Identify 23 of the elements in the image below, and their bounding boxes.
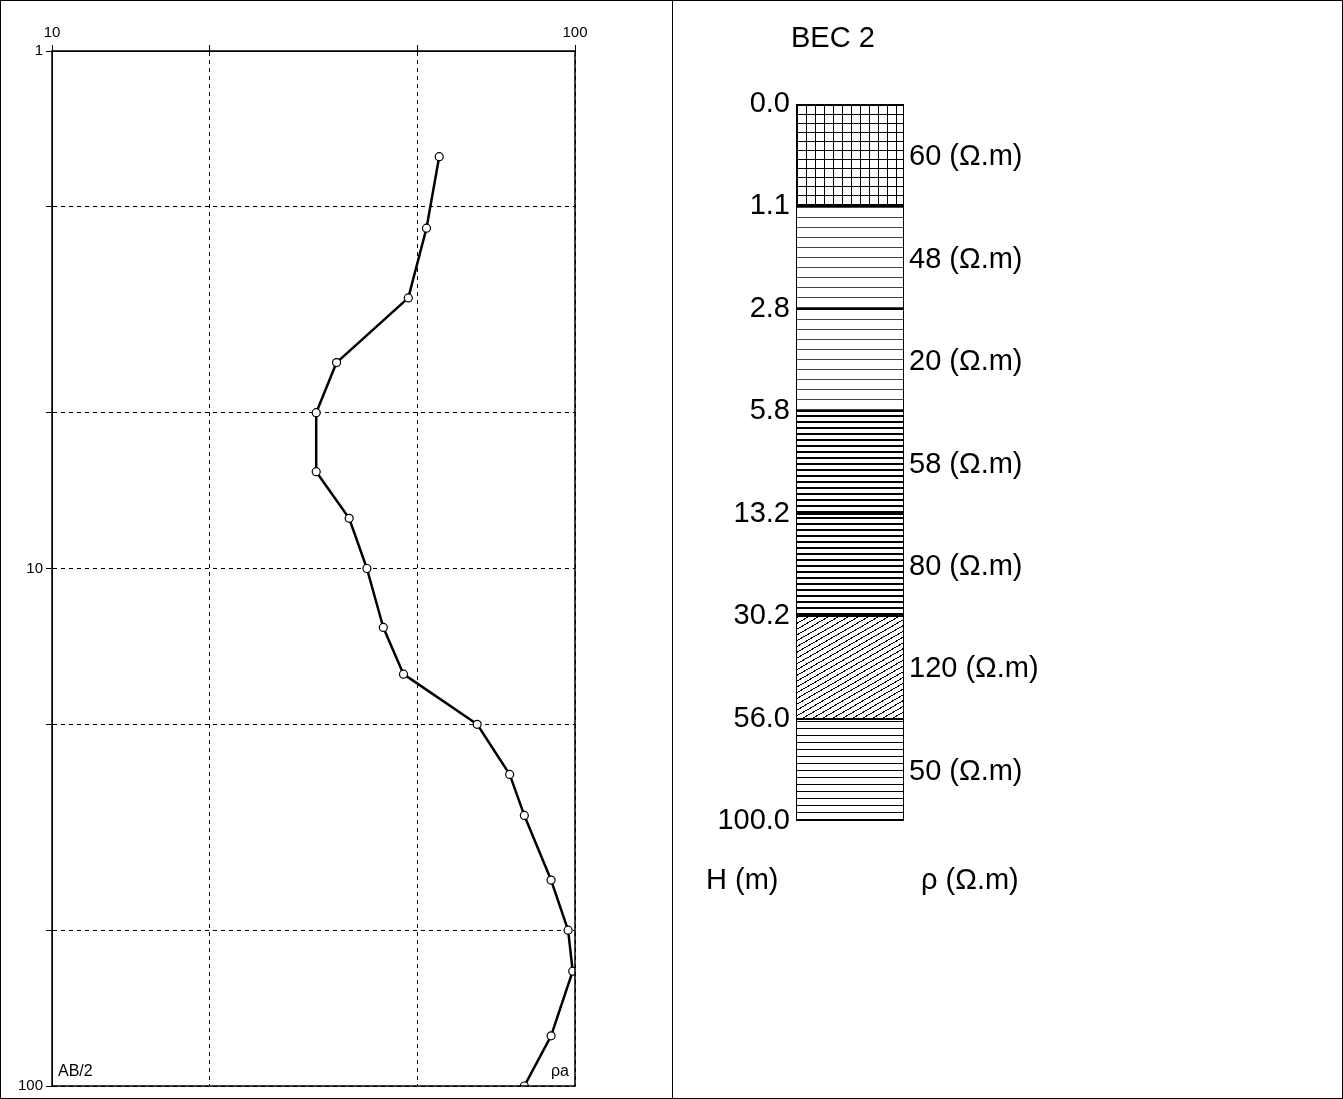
text: 120 (Ω.m) bbox=[909, 651, 1039, 684]
x-axis-title: ρa bbox=[551, 1062, 570, 1080]
text: H (m) bbox=[706, 863, 779, 895]
text: 58 (Ω.m) bbox=[909, 446, 1023, 479]
text: 50 (Ω.m) bbox=[909, 753, 1023, 786]
text: 60 (Ω.m) bbox=[909, 139, 1023, 172]
text: 48 (Ω.m) bbox=[909, 241, 1023, 274]
category-label: 5.8 bbox=[749, 393, 790, 426]
text: ρ (Ω.m) bbox=[921, 863, 1019, 895]
category-label: 0.0 bbox=[749, 86, 790, 118]
text: BEC 2 bbox=[791, 21, 875, 53]
text: 80 (Ω.m) bbox=[909, 548, 1023, 581]
y-tick-label: 10 bbox=[26, 558, 44, 576]
text: 20 (Ω.m) bbox=[909, 344, 1023, 377]
category-label: 1.1 bbox=[749, 188, 790, 221]
category-label: 30.2 bbox=[733, 598, 790, 631]
y-tick-label: 100 bbox=[18, 1076, 44, 1094]
category-label: 56.0 bbox=[733, 700, 790, 733]
category-label: 2.8 bbox=[749, 290, 790, 323]
category-label: 13.2 bbox=[733, 495, 790, 528]
y-axis-title: AB/2 bbox=[58, 1062, 93, 1080]
y-tick-label: 1 bbox=[34, 41, 44, 59]
category-label: 100.0 bbox=[717, 803, 790, 835]
